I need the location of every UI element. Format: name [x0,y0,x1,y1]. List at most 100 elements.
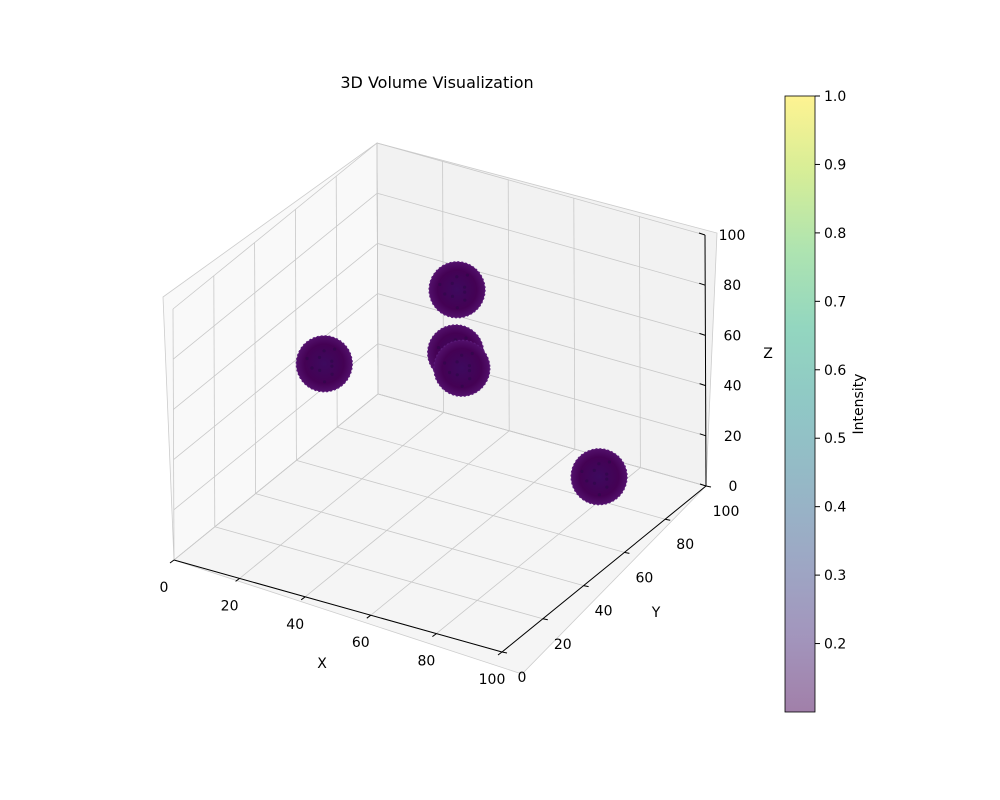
blob-point [330,359,334,363]
grid-line-y-left [376,142,379,395]
grid-line-y-floor [296,460,625,553]
colorbar-tick-label: 0.5 [824,431,846,447]
blob-point [305,356,309,361]
blob-point [597,462,601,466]
blob-point [438,282,442,287]
grid-line-z-back [376,142,706,236]
grid-line-z-left [172,142,378,310]
volume-blobs [295,261,628,506]
grid-line-x-floor [370,448,576,616]
blob-point [464,336,468,340]
y-tick-label: 100 [713,504,740,520]
colorbar-frame [784,95,816,713]
x-tick-mark [366,614,372,619]
grid-line-y-floor [337,426,666,520]
volume-blob [570,448,628,506]
z-axis-line [704,234,707,487]
colorbar-gradient [785,96,815,712]
y-axis-label: Y [651,605,661,621]
blob-point [460,353,464,357]
volume-blob [433,339,491,397]
colorbar: 0.2 0.3 0.4 0.5 0.6 0.7 0.8 0.9 1.0 Intensity [784,89,867,713]
blob-point [607,460,612,464]
blob-point [605,472,609,476]
blob-point [463,298,467,302]
grid-line-y-left [172,308,175,561]
z-tick-mark [698,232,706,236]
z-tick-mark [699,332,706,336]
blob-point [436,345,441,350]
blob-point [592,481,597,485]
blob-point [605,485,609,489]
blob-point [467,364,472,368]
colorbar-tick-label: 0.9 [824,157,846,173]
grid-line-z-left [173,393,379,561]
blob-point [322,349,326,353]
x-axis-line [173,559,503,653]
axis-ticks: 0 20 40 60 80 100 0 20 40 60 80 100 0 20 40 60 80 100 [160,228,746,688]
blob-point [455,360,459,364]
grid-line-x-back [573,198,576,450]
colorbar-tick-label: 0.3 [824,568,846,584]
blob-point [455,275,459,279]
x-tick-mark [432,633,437,637]
blob-point [465,273,469,277]
y-tick-label: 40 [595,604,613,620]
colorbar-tick-label: 1.0 [824,89,846,105]
colorbar-label: Intensity [851,374,867,435]
grid-line-z-left [173,243,378,410]
blob-point [470,351,474,356]
grid-line-z-back [377,243,706,336]
blob-point [455,373,459,377]
blob-point [467,369,472,373]
grid-line-x-floor [239,412,444,579]
grid-line-z-back [377,293,706,386]
blob-body [433,339,491,397]
blob-point [592,468,596,472]
x-tick-label: 100 [479,672,506,688]
colorbar-tick-label: 0.7 [824,294,846,310]
y-tick-label: 80 [676,537,694,553]
blob-point [443,292,447,296]
x-axis-label: X [317,656,327,672]
blob-point [333,347,337,351]
grid-line-y-left [294,209,297,461]
z-axis-label: Z [763,346,773,362]
blob-point [318,368,322,372]
y-tick-mark [501,651,508,654]
y-tick-mark [542,618,548,621]
blob-point [450,281,454,285]
blob-point [605,477,609,481]
blob-body [428,261,486,319]
z-tick-mark [699,433,706,437]
colorbar-tick-label: 0.8 [824,226,846,242]
y-tick-label: 20 [554,637,572,653]
z-tick-mark [699,282,706,286]
z-tick-mark [699,483,707,487]
blob-point [310,366,314,370]
grid-line-y-floor [377,393,707,487]
blob-point [330,372,334,376]
grid-line-y-floor [255,493,584,586]
blob-point [585,479,589,483]
axes-panes [162,142,718,675]
grid-line-y-left [213,275,216,527]
y-tick-label: 0 [518,670,527,686]
colorbar-ticks: 0.2 0.3 0.4 0.5 0.6 0.7 0.8 0.9 1.0 [815,89,846,653]
grid-line-x-floor [304,430,510,598]
blob-point [330,364,334,368]
x-tick-mark [169,559,175,564]
z-tick-label: 0 [729,479,738,495]
blob-point [317,355,322,360]
axes-lines [173,234,707,653]
colorbar-tick-label: 0.4 [824,500,846,516]
grid-line-y-left [254,242,257,494]
y-tick-mark [624,551,630,554]
y-tick-mark [583,585,589,588]
grid-line-z-back [377,192,706,286]
grid-line-y-floor [214,526,543,620]
blob-body [570,448,628,506]
z-tick-label: 80 [723,278,741,294]
blob-point [580,469,584,474]
